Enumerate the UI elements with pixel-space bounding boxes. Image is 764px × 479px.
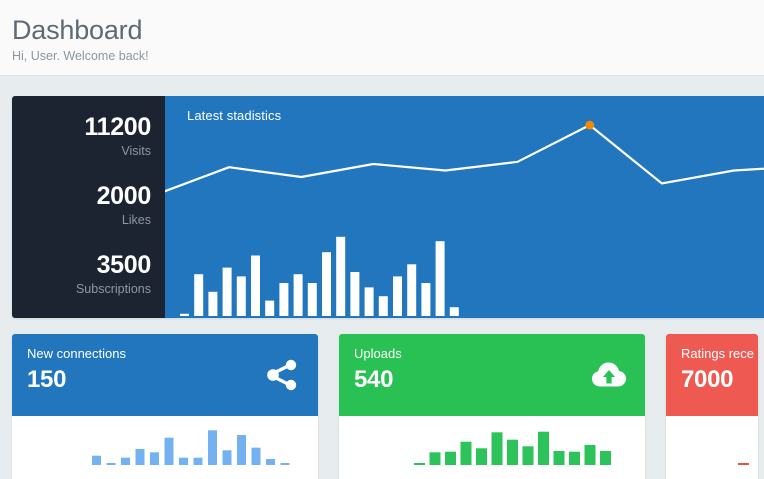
chart-bar [393,276,402,316]
page-subtitle: Hi, User. Welcome back! [12,49,149,63]
sparkline-bar [179,457,188,465]
chart-bar [322,252,331,316]
sparkline-bar [584,445,596,465]
sparkline-canvas [92,430,290,465]
sparkline-bar [251,447,261,465]
stat-visits: 11200 Visits [22,112,151,160]
chart-bar [194,274,204,316]
card-uploads-value: 540 [354,366,394,393]
chart-bar [364,287,374,316]
card-uploads-header: Uploads 540 [339,334,645,416]
chart-bar [336,236,346,316]
sparkline-bar [553,451,565,465]
stat-likes-label: Likes [121,213,151,227]
card-new-connections-caption: New connections [27,346,126,361]
sparkline-bar [507,439,518,465]
sparkline-bar [208,430,217,465]
sparkline-bar [445,451,456,465]
stat-likes-value: 2000 [96,182,152,210]
card-ratings-received-caption: Ratings rece [681,346,754,361]
sparkline-bar [429,452,441,465]
chart-bar [449,307,459,316]
chart-bar [222,267,232,316]
cloud-upload-icon [591,357,627,393]
sparkline-bar [222,450,232,465]
card-ratings-received-header: Ratings rece 7000 [666,334,758,416]
chart-bar [208,291,218,316]
sparkline-bar [280,463,290,465]
sparkline-bar [237,435,246,465]
chart-bar [435,241,445,316]
stat-subscriptions-value: 3500 [96,251,152,279]
chart-bar [251,255,260,316]
sparkline-bar [538,431,549,465]
sparkline-bar [106,463,116,465]
chart-bar [180,313,189,316]
sparkline-bar [460,441,472,465]
chart-bar [236,276,246,316]
sparkline-bar [266,459,275,465]
chart-bar [307,283,317,316]
card-new-connections[interactable]: New connections 150 [12,334,318,479]
chart-bar [421,283,431,316]
card-uploads-caption: Uploads [354,346,402,361]
metric-card-row: New connections 150 Upload [12,334,764,479]
chart-point-marker [585,120,595,130]
sparkline-bar [135,449,145,465]
chart-title: Latest stadistics [187,108,282,123]
card-ratings-received[interactable]: Ratings rece 7000 [666,334,758,479]
card-new-connections-value: 150 [27,366,67,393]
sparkline-canvas [414,431,611,465]
stat-visits-label: Visits [121,144,151,158]
stat-subscriptions: 3500 Subscriptions [22,250,151,298]
card-uploads-sparkline [339,416,645,479]
sparkline-bar [414,463,425,465]
chart-bar [350,272,360,316]
sparkline-bar [522,446,534,465]
sparkline-bar [121,457,130,465]
sparkline-bar [738,463,749,465]
sparkline-bar [569,451,580,465]
card-new-connections-header: New connections 150 [12,334,318,416]
card-ratings-received-value: 7000 [681,366,734,393]
stat-likes: 2000 Likes [22,181,152,229]
share-icon [264,357,300,393]
chart-bar [279,283,289,316]
page-title: Dashboard [12,15,143,45]
main-content: 11200 Visits 2000 Likes 3500 Subscriptio… [0,76,764,479]
chart-bar [265,300,275,316]
stats-summary-panel: 11200 Visits 2000 Likes 3500 Subscriptio… [12,96,165,318]
sparkline-bar [600,451,611,465]
chart-bar [293,274,303,316]
chart-bar [407,264,417,316]
chart-line [165,124,764,193]
sparkline-bar [92,455,101,465]
sparkline-bar [476,448,487,465]
sparkline-bar [164,437,174,465]
sparkline-bar [491,432,503,465]
chart-canvas [165,120,764,316]
card-ratings-received-sparkline [666,416,758,479]
stat-visits-value: 11200 [84,113,151,141]
sparkline-bar [150,452,159,465]
sparkline-canvas [738,463,749,465]
latest-statistics-chart: Latest stadistics [165,96,764,318]
stat-subscriptions-label: Subscriptions [75,282,151,296]
chart-bar [378,296,388,316]
sparkline-bar [193,457,203,465]
card-new-connections-sparkline [12,416,318,479]
page-header: Dashboard Hi, User. Welcome back! [0,0,764,76]
card-uploads[interactable]: Uploads 540 [339,334,645,479]
statistics-widget: 11200 Visits 2000 Likes 3500 Subscriptio… [12,96,764,318]
